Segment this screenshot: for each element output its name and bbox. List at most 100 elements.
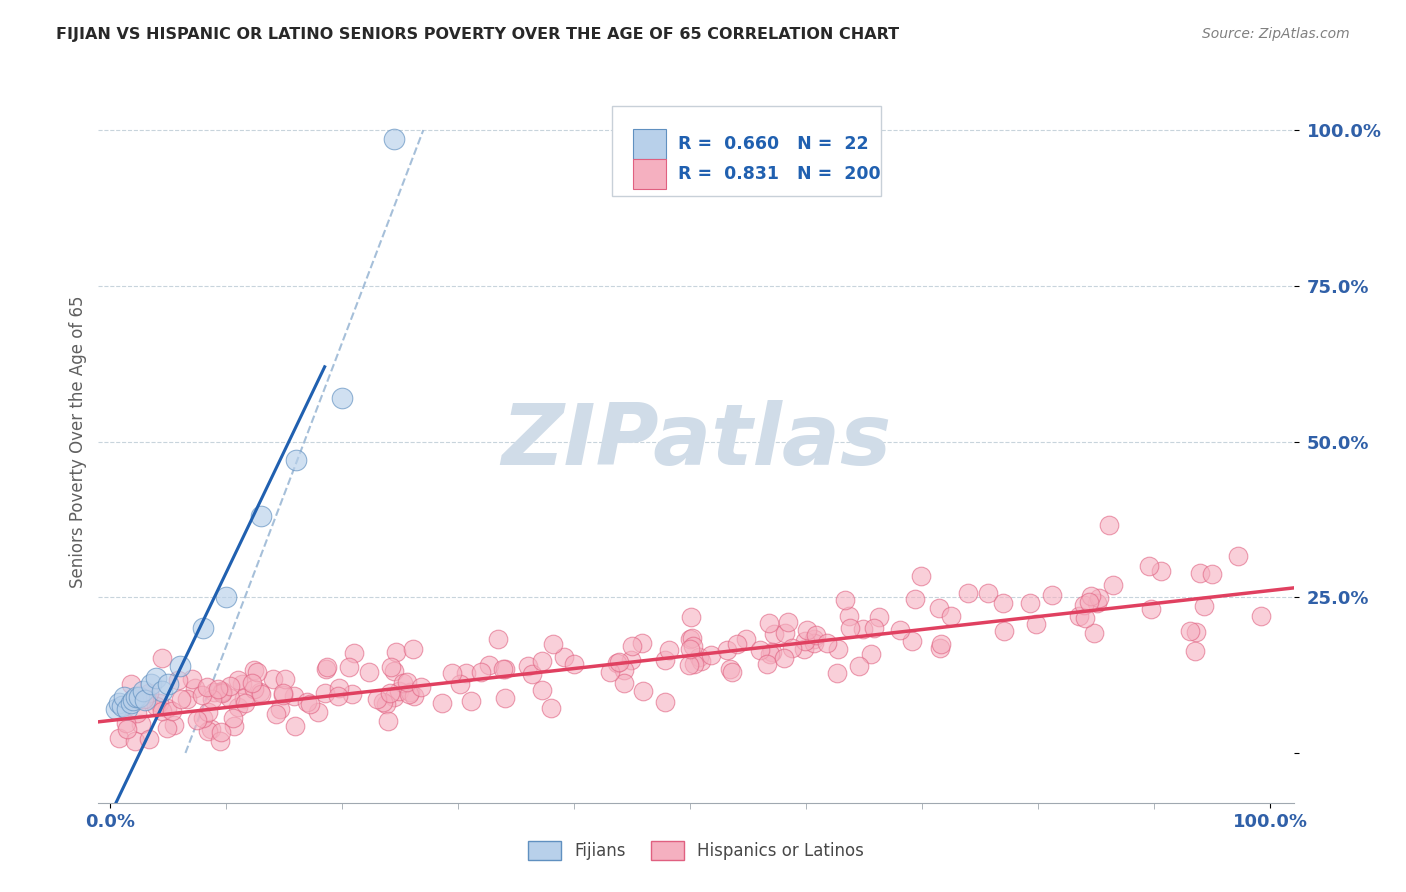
- Point: [157, 677, 180, 691]
- Point: [398, 687, 420, 701]
- Point: [315, 662, 337, 676]
- Point: [540, 700, 562, 714]
- Point: [202, 685, 225, 699]
- Point: [749, 642, 772, 657]
- Point: [162, 704, 184, 718]
- Point: [138, 686, 160, 700]
- Point: [804, 628, 827, 642]
- Point: [688, 649, 710, 664]
- Point: [460, 694, 482, 708]
- Point: [337, 659, 360, 673]
- Point: [366, 691, 388, 706]
- Point: [1137, 558, 1160, 573]
- Point: [834, 592, 856, 607]
- Point: [112, 690, 135, 704]
- Point: [562, 657, 585, 671]
- Point: [1250, 609, 1272, 624]
- Point: [863, 621, 886, 635]
- Point: [803, 636, 825, 650]
- Point: [374, 698, 396, 712]
- Point: [328, 689, 350, 703]
- Point: [382, 664, 405, 678]
- Point: [520, 667, 543, 681]
- Point: [827, 641, 849, 656]
- Point: [939, 608, 962, 623]
- Point: [150, 704, 173, 718]
- Point: [249, 685, 271, 699]
- Point: [929, 641, 952, 656]
- Point: [170, 692, 193, 706]
- Text: R =  0.831   N =  200: R = 0.831 N = 200: [678, 165, 880, 183]
- Point: [1178, 624, 1201, 639]
- Point: [1042, 588, 1064, 602]
- Point: [1087, 591, 1109, 606]
- Y-axis label: Seniors Poverty Over the Age of 65: Seniors Poverty Over the Age of 65: [69, 295, 87, 588]
- Point: [156, 721, 179, 735]
- Point: [838, 621, 860, 635]
- Point: [139, 677, 162, 691]
- Point: [679, 632, 702, 646]
- Point: [120, 677, 142, 691]
- Point: [250, 688, 273, 702]
- Point: [111, 699, 134, 714]
- Point: [1184, 625, 1206, 640]
- Point: [430, 696, 453, 710]
- Point: [1184, 644, 1206, 658]
- Point: [124, 733, 146, 747]
- Point: [402, 690, 425, 704]
- Point: [209, 724, 232, 739]
- Point: [1077, 595, 1099, 609]
- Point: [1025, 616, 1047, 631]
- Point: [486, 632, 509, 647]
- Point: [299, 698, 322, 712]
- Point: [104, 702, 127, 716]
- Point: [314, 686, 336, 700]
- Point: [606, 656, 628, 670]
- Point: [478, 657, 501, 672]
- Point: [197, 706, 219, 720]
- Point: [793, 633, 815, 648]
- Point: [1192, 599, 1215, 613]
- Point: [134, 691, 156, 706]
- FancyBboxPatch shape: [633, 159, 666, 189]
- Point: [382, 690, 405, 704]
- Point: [654, 695, 676, 709]
- Point: [543, 638, 565, 652]
- Point: [718, 662, 741, 676]
- Point: [470, 665, 492, 679]
- Point: [243, 681, 266, 696]
- Point: [307, 706, 329, 720]
- Point: [868, 610, 890, 624]
- Point: [120, 696, 142, 710]
- Point: [1074, 611, 1097, 625]
- Point: [156, 700, 179, 714]
- Text: ZIPatlas: ZIPatlas: [501, 400, 891, 483]
- Point: [734, 632, 756, 647]
- Point: [240, 676, 263, 690]
- Point: [145, 698, 167, 713]
- Point: [377, 714, 399, 728]
- Point: [284, 453, 307, 467]
- Point: [233, 697, 256, 711]
- Point: [678, 658, 700, 673]
- Point: [382, 132, 405, 146]
- Point: [956, 586, 979, 600]
- Point: [371, 695, 394, 709]
- Point: [134, 693, 156, 707]
- Point: [778, 615, 800, 629]
- Point: [328, 681, 350, 696]
- Point: [150, 651, 173, 665]
- Point: [517, 658, 540, 673]
- Point: [150, 683, 173, 698]
- Point: [380, 686, 402, 700]
- Point: [108, 696, 131, 710]
- Point: [449, 676, 471, 690]
- Point: [991, 596, 1014, 610]
- Point: [803, 632, 825, 646]
- Text: R =  0.660   N =  22: R = 0.660 N = 22: [678, 135, 869, 153]
- Point: [195, 680, 218, 694]
- Point: [359, 665, 381, 679]
- Point: [910, 569, 932, 583]
- Point: [773, 626, 796, 640]
- Point: [491, 662, 513, 676]
